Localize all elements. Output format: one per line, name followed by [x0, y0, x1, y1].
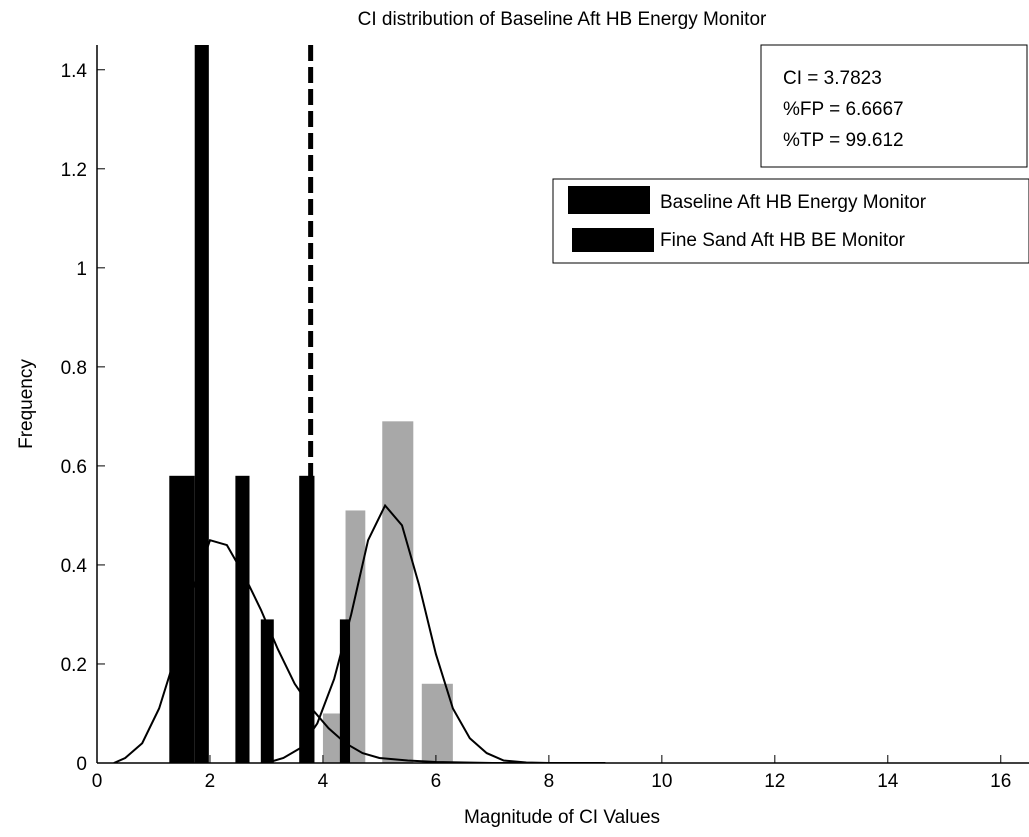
bar-series-1-bin-0: [322, 713, 343, 763]
y-tick-label: 1.2: [61, 160, 87, 181]
legend: Baseline Aft HB Energy Monitor Fine Sand…: [552, 178, 1029, 264]
x-tick-label: 16: [990, 771, 1011, 792]
y-tick-label: 0.6: [61, 457, 87, 478]
legend-swatch-baseline: [568, 186, 650, 214]
y-tick-label: 1: [76, 259, 87, 280]
x-tick-label: 6: [431, 771, 442, 792]
plot-area: [113, 45, 606, 763]
bar-series-0-bin-2: [235, 475, 250, 763]
bar-series-1-bin-3: [421, 683, 453, 763]
bar-series-0-bin-1: [194, 45, 209, 763]
bar-series-1-bin-2: [382, 421, 414, 763]
x-tick-label: 2: [205, 771, 216, 792]
y-tick-label: 0.4: [61, 556, 88, 577]
x-tick-label: 12: [764, 771, 785, 792]
legend-label-finesand: Fine Sand Aft HB BE Monitor: [660, 230, 906, 251]
bar-series-0-bin-5: [339, 619, 351, 763]
stat-tp: %TP = 99.612: [783, 130, 904, 151]
legend-label-baseline: Baseline Aft HB Energy Monitor: [660, 192, 927, 213]
x-tick-label: 0: [92, 771, 103, 792]
stats-box: CI = 3.7823 %FP = 6.6667 %TP = 99.612: [760, 44, 1028, 168]
y-tick-label: 0.2: [61, 655, 87, 676]
fit-curve-series-0: [113, 538, 578, 763]
x-tick-label: 4: [318, 771, 329, 792]
x-tick-label: 10: [651, 771, 672, 792]
bar-series-0-bin-3: [260, 619, 274, 763]
stat-ci: CI = 3.7823: [783, 68, 882, 89]
fit-curve-series-1: [266, 503, 606, 763]
y-tick-label: 0: [76, 754, 87, 775]
legend-swatch-finesand: [572, 228, 654, 252]
y-tick-label: 0.8: [61, 358, 87, 379]
x-tick-label: 14: [877, 771, 899, 792]
y-axis-label: Frequency: [16, 359, 37, 449]
bar-series-0-bin-0: [169, 475, 195, 763]
y-tick-label: 1.4: [61, 61, 88, 82]
x-tick-label: 8: [544, 771, 555, 792]
x-axis-label: Magnitude of CI Values: [464, 807, 660, 828]
stat-fp: %FP = 6.6667: [783, 99, 904, 120]
chart-title: CI distribution of Baseline Aft HB Energ…: [358, 9, 767, 30]
